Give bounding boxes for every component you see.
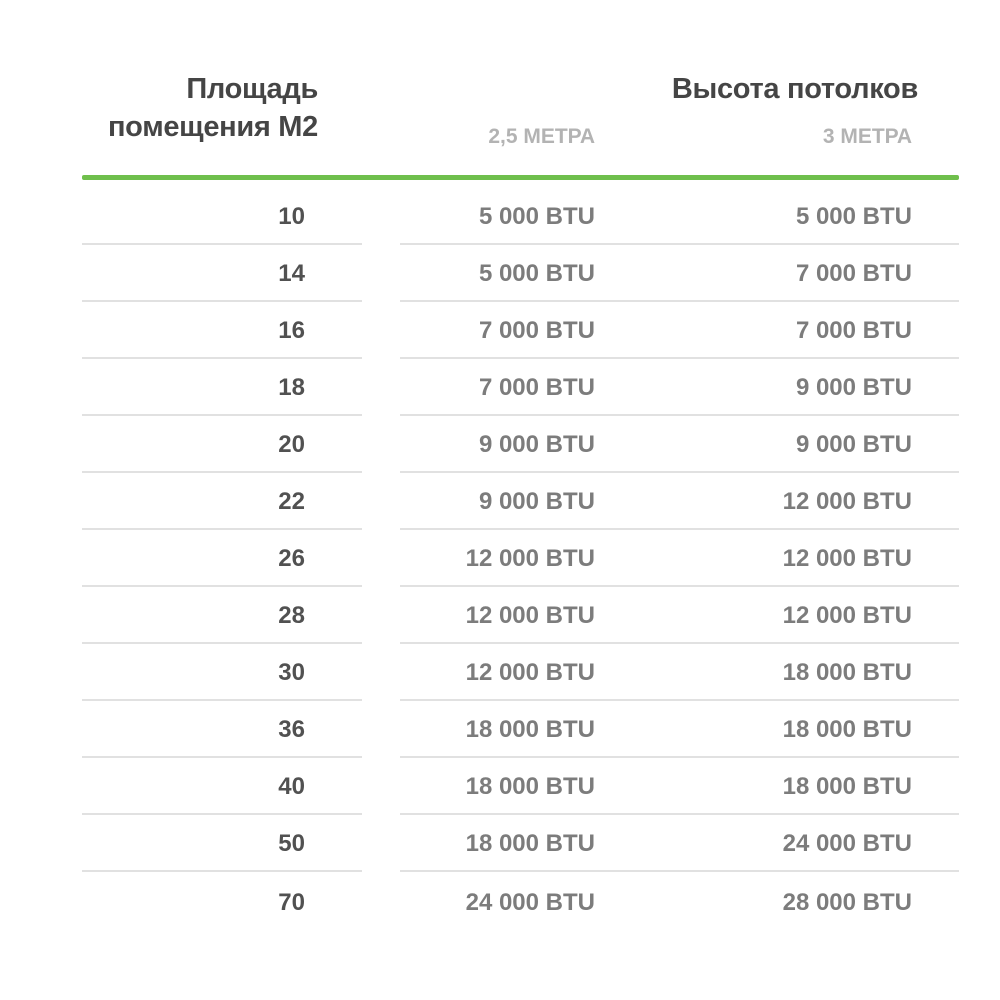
- table-row: 30 12 000 BTU 18 000 BTU: [82, 644, 959, 701]
- area-cell: 40: [82, 758, 362, 815]
- table-row: 14 5 000 BTU 7 000 BTU: [82, 245, 959, 302]
- table-row: 70 24 000 BTU 28 000 BTU: [82, 872, 959, 929]
- table-row: 10 5 000 BTU 5 000 BTU: [82, 188, 959, 245]
- table-body: 10 5 000 BTU 5 000 BTU 14 5 000 BTU 7 000 BTU…: [82, 188, 959, 929]
- table-row: 36 18 000 BTU 18 000 BTU: [82, 701, 959, 758]
- btu-3m-cell: 28 000 BTU: [782, 889, 912, 916]
- column-gap: [362, 70, 400, 152]
- btu-cells: 5 000 BTU 5 000 BTU: [400, 188, 959, 245]
- table-row: 18 7 000 BTU 9 000 BTU: [82, 359, 959, 416]
- area-cell: 10: [82, 188, 362, 245]
- area-cell: 30: [82, 644, 362, 701]
- btu-3m-cell: 18 000 BTU: [782, 716, 912, 743]
- table-row: 28 12 000 BTU 12 000 BTU: [82, 587, 959, 644]
- btu-cells: 18 000 BTU 18 000 BTU: [400, 758, 959, 815]
- table-row: 50 18 000 BTU 24 000 BTU: [82, 815, 959, 872]
- column-gap: [362, 587, 400, 644]
- height-columns-header: Высота потолков 2,5 МЕТРА 3 МЕТРА: [400, 70, 959, 152]
- btu-cells: 24 000 BTU 28 000 BTU: [400, 872, 959, 929]
- btu-cells: 12 000 BTU 12 000 BTU: [400, 587, 959, 644]
- header-accent-divider: [82, 175, 959, 180]
- area-cell: 70: [278, 889, 305, 916]
- column-gap: [362, 701, 400, 758]
- table-row: 20 9 000 BTU 9 000 BTU: [82, 416, 959, 473]
- btu-cells: 18 000 BTU 24 000 BTU: [400, 815, 959, 872]
- btu-cells: 7 000 BTU 9 000 BTU: [400, 359, 959, 416]
- table-row: 26 12 000 BTU 12 000 BTU: [82, 530, 959, 587]
- column-gap: [362, 530, 400, 587]
- btu-3m-cell: 9 000 BTU: [795, 431, 912, 458]
- area-cell: 22: [82, 473, 362, 530]
- btu-2-5m-cell: 24 000 BTU: [465, 889, 595, 916]
- ceiling-height-title: Высота потолков: [671, 73, 918, 105]
- column-gap: [362, 188, 400, 245]
- area-column-header: Площадь помещения М2: [82, 70, 362, 152]
- btu-3m-cell: 12 000 BTU: [782, 602, 912, 629]
- btu-3m-cell: 18 000 BTU: [782, 773, 912, 800]
- btu-cells: 18 000 BTU 18 000 BTU: [400, 701, 959, 758]
- btu-cells: 12 000 BTU 12 000 BTU: [400, 530, 959, 587]
- btu-3m-cell: 12 000 BTU: [782, 545, 912, 572]
- area-cell: 28: [82, 587, 362, 644]
- column-gap: [362, 245, 400, 302]
- area-cell: 20: [82, 416, 362, 473]
- table-header: Площадь помещения М2 Высота потолков 2,5…: [82, 70, 959, 152]
- subheader-2-5-metra: 2,5 МЕТРА: [488, 125, 595, 148]
- btu-cells: 9 000 BTU 12 000 BTU: [400, 473, 959, 530]
- btu-3m-cell: 7 000 BTU: [795, 317, 912, 344]
- table-row: 22 9 000 BTU 12 000 BTU: [82, 473, 959, 530]
- btu-table: Площадь помещения М2 Высота потолков 2,5…: [82, 70, 959, 929]
- area-cell: 50: [82, 815, 362, 872]
- column-gap: [362, 872, 400, 929]
- table-row: 40 18 000 BTU 18 000 BTU: [82, 758, 959, 815]
- btu-2-5m-cell: 5 000 BTU: [478, 203, 595, 230]
- btu-cells: 9 000 BTU 9 000 BTU: [400, 416, 959, 473]
- btu-2-5m-cell: 9 000 BTU: [478, 488, 595, 515]
- column-gap: [362, 473, 400, 530]
- column-gap: [362, 815, 400, 872]
- btu-cells: 12 000 BTU 18 000 BTU: [400, 644, 959, 701]
- btu-2-5m-cell: 18 000 BTU: [465, 716, 595, 743]
- area-cell: 26: [82, 530, 362, 587]
- area-header-line2: помещения М2: [107, 111, 318, 143]
- btu-2-5m-cell: 12 000 BTU: [465, 602, 595, 629]
- btu-2-5m-cell: 7 000 BTU: [478, 317, 595, 344]
- btu-2-5m-cell: 18 000 BTU: [465, 773, 595, 800]
- subheader-3-metra: 3 МЕТРА: [822, 125, 912, 148]
- table-row: 16 7 000 BTU 7 000 BTU: [82, 302, 959, 359]
- btu-3m-cell: 18 000 BTU: [782, 659, 912, 686]
- btu-cells: 5 000 BTU 7 000 BTU: [400, 245, 959, 302]
- btu-2-5m-cell: 12 000 BTU: [465, 659, 595, 686]
- column-gap: [362, 644, 400, 701]
- area-cell: 14: [82, 245, 362, 302]
- area-cell: 36: [82, 701, 362, 758]
- btu-2-5m-cell: 18 000 BTU: [465, 830, 595, 857]
- area-cell: 18: [82, 359, 362, 416]
- btu-2-5m-cell: 5 000 BTU: [478, 260, 595, 287]
- btu-3m-cell: 5 000 BTU: [795, 203, 912, 230]
- btu-3m-cell: 7 000 BTU: [795, 260, 912, 287]
- btu-2-5m-cell: 9 000 BTU: [478, 431, 595, 458]
- btu-2-5m-cell: 12 000 BTU: [465, 545, 595, 572]
- btu-3m-cell: 12 000 BTU: [782, 488, 912, 515]
- btu-3m-cell: 9 000 BTU: [795, 374, 912, 401]
- column-gap: [362, 302, 400, 359]
- column-gap: [362, 758, 400, 815]
- btu-3m-cell: 24 000 BTU: [782, 830, 912, 857]
- area-cell: 16: [82, 302, 362, 359]
- column-gap: [362, 359, 400, 416]
- column-gap: [362, 416, 400, 473]
- btu-cells: 7 000 BTU 7 000 BTU: [400, 302, 959, 359]
- btu-2-5m-cell: 7 000 BTU: [478, 374, 595, 401]
- subheader-row: 2,5 МЕТРА 3 МЕТРА: [400, 122, 959, 152]
- area-header-line1: Площадь: [186, 73, 318, 105]
